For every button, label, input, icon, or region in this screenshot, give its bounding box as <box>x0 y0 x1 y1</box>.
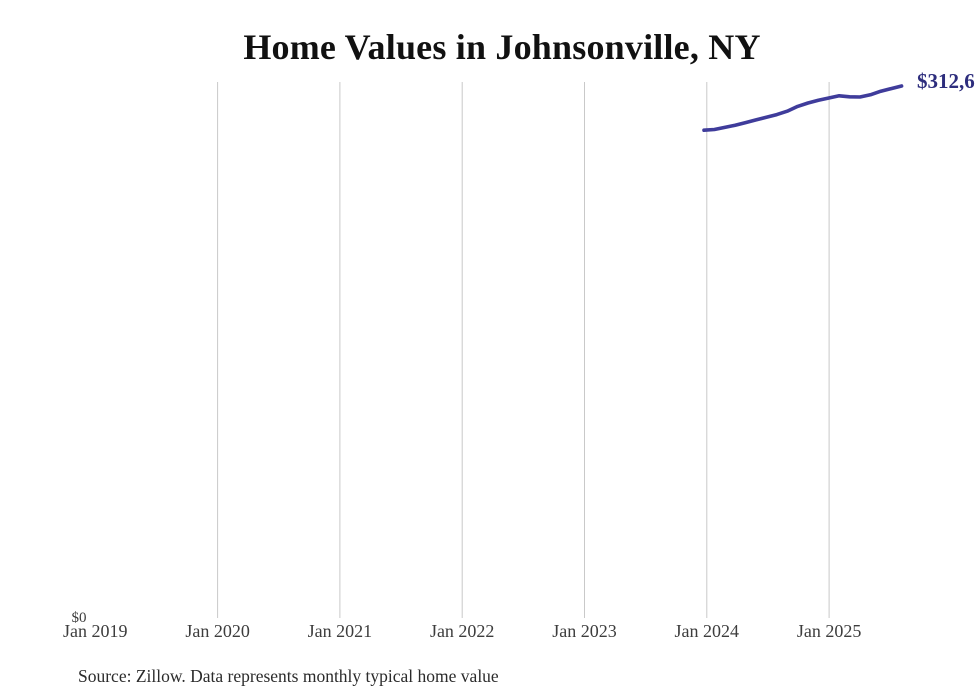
x-tick-label: Jan 2024 <box>674 621 740 641</box>
x-tick-label: Jan 2021 <box>307 621 373 641</box>
x-tick-label: Jan 2019 <box>63 621 128 641</box>
chart-title: Home Values in Johnsonville, NY <box>243 27 761 67</box>
x-tick-label: Jan 2025 <box>796 621 862 641</box>
y-axis-zero-label: $0 <box>71 610 87 626</box>
x-tick-label: Jan 2020 <box>185 621 250 641</box>
source-note: Source: Zillow. Data represents monthly … <box>78 666 499 686</box>
x-tick-label: Jan 2022 <box>429 621 495 641</box>
home-value-line <box>702 84 904 132</box>
latest-value-label: $312,6 <box>917 69 975 93</box>
x-tick-label: Jan 2023 <box>552 621 617 641</box>
